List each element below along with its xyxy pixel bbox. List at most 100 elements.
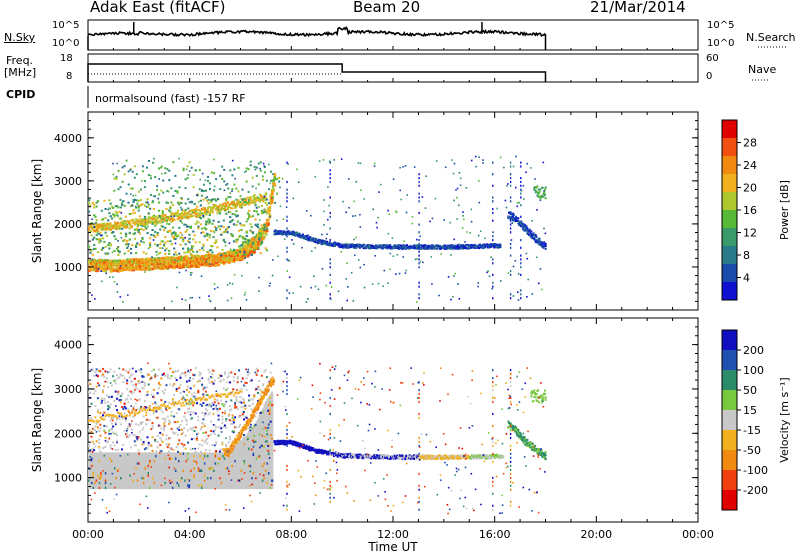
velocity-echo-cell [109, 486, 112, 490]
power-echo-cell [260, 212, 263, 215]
power-echo-cell [124, 221, 127, 224]
power-echo-cell [239, 253, 242, 256]
velocity-echo-cell [123, 462, 126, 465]
power-echo-cell [217, 205, 220, 208]
power-echo-cell [239, 201, 242, 203]
power-echo-cell [251, 185, 254, 188]
power-echo-cell [153, 219, 156, 222]
velocity-echo-cell [123, 476, 126, 480]
power-echo-cell [99, 259, 102, 262]
power-echo-cell [177, 209, 180, 212]
power-streak-cell [329, 297, 331, 300]
power-echo-cell [248, 198, 251, 201]
velocity-echo-cell [142, 452, 146, 455]
power-echo-cell [174, 214, 178, 217]
velocity-echo-cell [176, 484, 179, 487]
velocity-echo-cell [126, 484, 129, 487]
velocity-echo-cell [158, 452, 161, 455]
power-echo-cell [543, 192, 546, 194]
power-echo-cell [101, 226, 104, 229]
velocity-echo-cell [150, 469, 153, 472]
power-echo-cell [161, 225, 164, 228]
power-noise-cell [100, 234, 102, 237]
velocity-echo-cell [129, 486, 132, 490]
velocity-echo-cell [104, 484, 108, 487]
power-noise-cell [462, 215, 464, 217]
power-echo-cell [205, 212, 208, 214]
nave-tick-bottom: 0 [706, 71, 713, 82]
power-noise-cell [323, 224, 325, 226]
power-noise-cell [340, 158, 343, 160]
power-echo-cell [272, 179, 275, 182]
power-echo-cell [154, 176, 157, 179]
velocity-echo-cell [89, 471, 92, 475]
power-noise-cell [488, 275, 491, 278]
velocity-echo-cell [176, 454, 179, 458]
velocity-echo-cell [123, 474, 126, 477]
power-echo-cell [319, 239, 322, 242]
power-echo-cell [436, 247, 439, 250]
power-echo-cell [110, 226, 114, 229]
velocity-echo-cell [112, 481, 115, 485]
power-echo-cell [270, 179, 272, 182]
velocity-echo-cell [138, 464, 141, 468]
power-streak-cell [329, 242, 331, 246]
power-echo-cell [260, 204, 263, 207]
power-noise-cell [91, 258, 94, 261]
power-echo-cell [116, 214, 119, 217]
power-noise-cell [465, 187, 468, 189]
velocity-echo-cell [97, 481, 100, 485]
power-echo-cell [274, 230, 277, 233]
power-echo-cell [164, 241, 167, 244]
power-streak-cell [520, 273, 522, 276]
power-echo-cell [251, 232, 255, 235]
velocity-echo-cell [95, 452, 98, 455]
velocity-echo-cell [112, 467, 115, 470]
power-echo-cell [114, 259, 118, 262]
power-noise-cell [317, 288, 320, 291]
power-noise-cell [463, 218, 465, 221]
velocity-echo-cell [138, 469, 141, 472]
power-echo-cell [192, 238, 195, 241]
power-echo-cell [131, 244, 134, 247]
velocity-echo-cell [161, 476, 164, 480]
power-noise-cell [231, 283, 234, 285]
power-echo-cell [196, 216, 199, 219]
power-echo-cell [544, 193, 546, 196]
power-echo-cell [537, 195, 540, 198]
velocity-echo-cell [168, 486, 172, 490]
power-noise-cell [120, 236, 123, 239]
power-echo-cell [255, 224, 258, 227]
power-noise-cell [134, 194, 137, 197]
power-echo-cell [192, 245, 195, 248]
power-echo-cell [104, 226, 107, 229]
velocity-echo-cell [127, 452, 131, 455]
power-echo-cell [200, 212, 204, 215]
power-echo-cell [254, 197, 257, 200]
velocity-echo-cell [152, 464, 155, 468]
power-echo-cell [220, 204, 223, 207]
velocity-echo-cell [170, 471, 173, 475]
power-echo-cell [196, 250, 199, 253]
power-echo-cell [193, 258, 197, 261]
power-echo-cell [95, 225, 98, 228]
power-streak-cell [418, 239, 420, 242]
power-echo-cell [182, 169, 185, 172]
power-echo-cell [154, 195, 157, 198]
power-echo-cell [223, 180, 226, 183]
power-echo-cell [164, 167, 167, 170]
power-noise-cell [389, 268, 391, 271]
power-echo-cell [417, 247, 420, 250]
power-echo-cell [539, 188, 542, 191]
velocity-echo-cell [146, 474, 149, 477]
velocity-echo-cell [126, 464, 129, 468]
power-echo-cell [139, 199, 142, 201]
power-echo-cell [163, 256, 166, 260]
power-streak-cell [418, 242, 420, 246]
velocity-echo-cell [107, 469, 111, 472]
velocity-echo-cell [94, 469, 97, 472]
velocity-echo-cell [130, 474, 134, 477]
power-noise-cell [398, 272, 401, 275]
velocity-echo-cell [138, 462, 141, 465]
power-echo-cell [118, 227, 121, 229]
